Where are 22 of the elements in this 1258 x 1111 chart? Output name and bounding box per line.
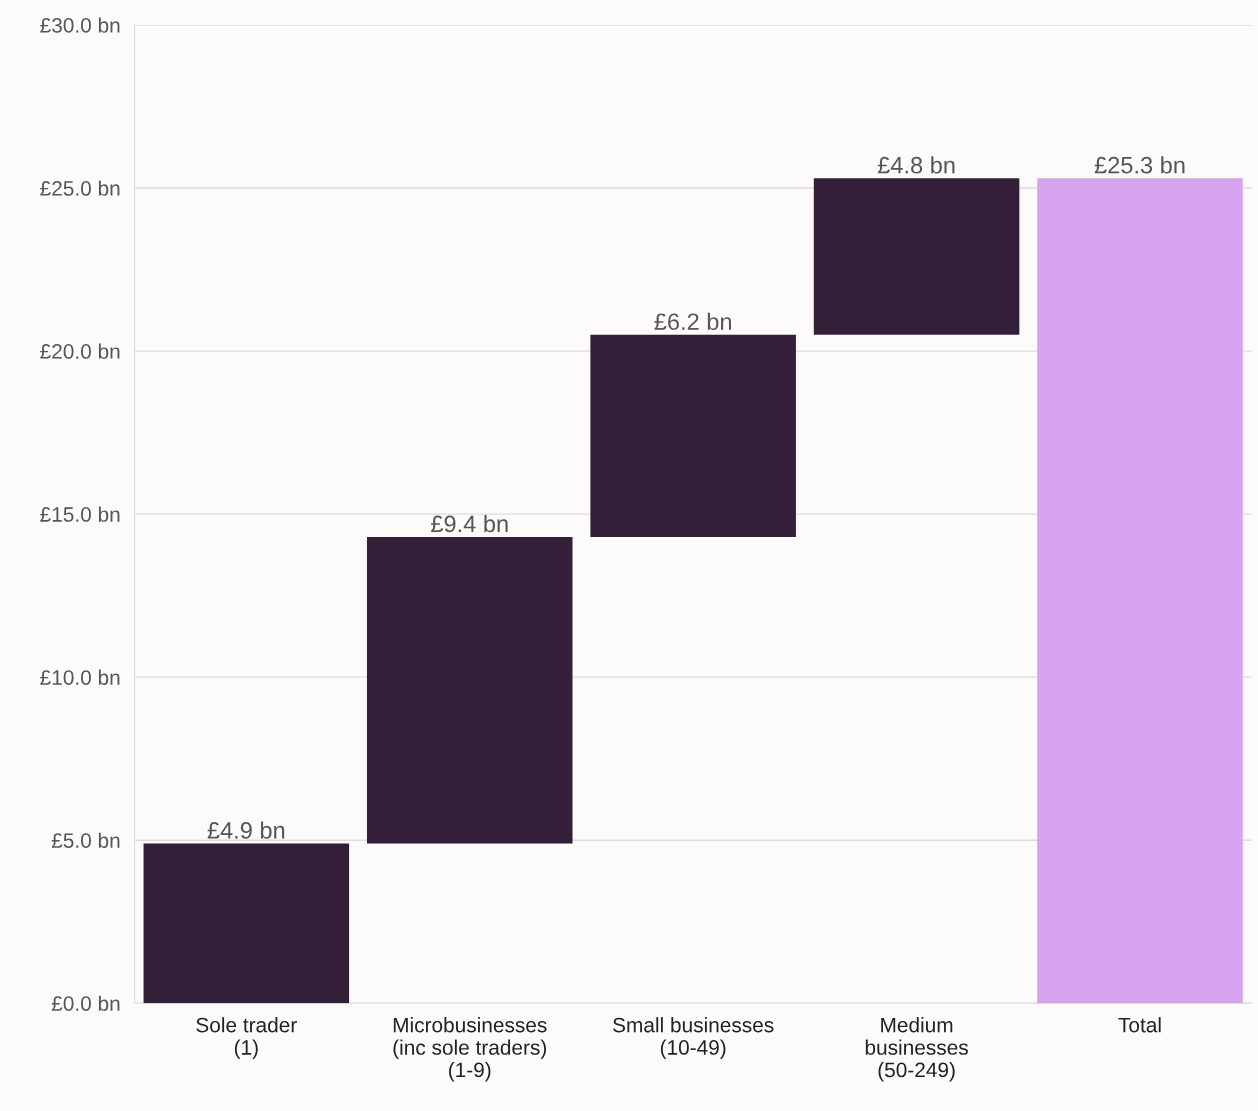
bar [813,178,1020,335]
data-label: £9.4 bn [431,514,508,533]
y-tick-label: £20.0 bn [40,343,120,359]
y-tick-label: £15.0 bn [40,506,120,522]
data-label: £6.2 bn [654,312,732,331]
bar [366,536,573,844]
x-tick-label: Small businesses (10-49) [613,1017,774,1059]
y-tick-label: £0.0 bn [51,995,120,1011]
y-tick-label: £30.0 bn [40,17,120,33]
data-label: £4.9 bn [207,821,285,839]
x-tick-label: Medium businesses (50-249) [865,1017,968,1082]
data-label: £4.8 bn [877,156,955,174]
y-tick-label: £5.0 bn [51,832,120,848]
y-tick-label: £25.0 bn [40,180,120,196]
data-label: £25.3 bn [1094,156,1185,174]
bar [1037,178,1243,1004]
x-tick-label: Total [1118,1017,1161,1033]
y-tick-label: £10.0 bn [40,669,120,685]
x-tick-label: Microbusinesses (inc sole traders) (1-9) [393,1017,547,1082]
bar [590,334,796,537]
bar [143,843,350,1004]
x-tick-label: Sole trader (1) [196,1017,297,1059]
